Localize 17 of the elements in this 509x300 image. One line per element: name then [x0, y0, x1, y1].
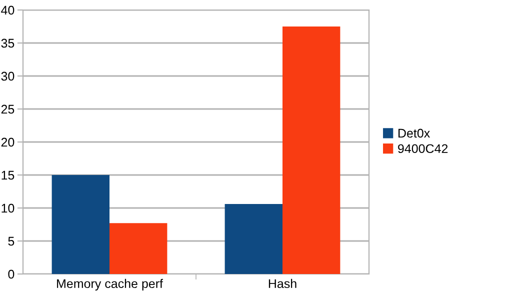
bar — [282, 26, 340, 274]
y-tick-label: 30 — [1, 72, 14, 81]
bar — [52, 175, 110, 274]
x-tick-label: Memory cache perf — [57, 278, 164, 291]
y-tick-label: 10 — [2, 204, 14, 213]
legend-label: Det0x — [398, 128, 430, 138]
y-tick-label: 0 — [8, 270, 14, 279]
y-tick-label: 25 — [1, 104, 14, 114]
y-tick-label: 35 — [1, 38, 14, 48]
bar — [224, 204, 282, 274]
x-tick-label: Hash — [268, 278, 296, 288]
y-tick-label: 15 — [2, 170, 14, 180]
legend-label: 9400C42 — [398, 144, 448, 154]
y-tick-label: 40 — [1, 6, 14, 15]
y-tick-label: 20 — [1, 138, 14, 147]
bar — [110, 223, 168, 274]
y-tick-label: 5 — [8, 236, 14, 246]
